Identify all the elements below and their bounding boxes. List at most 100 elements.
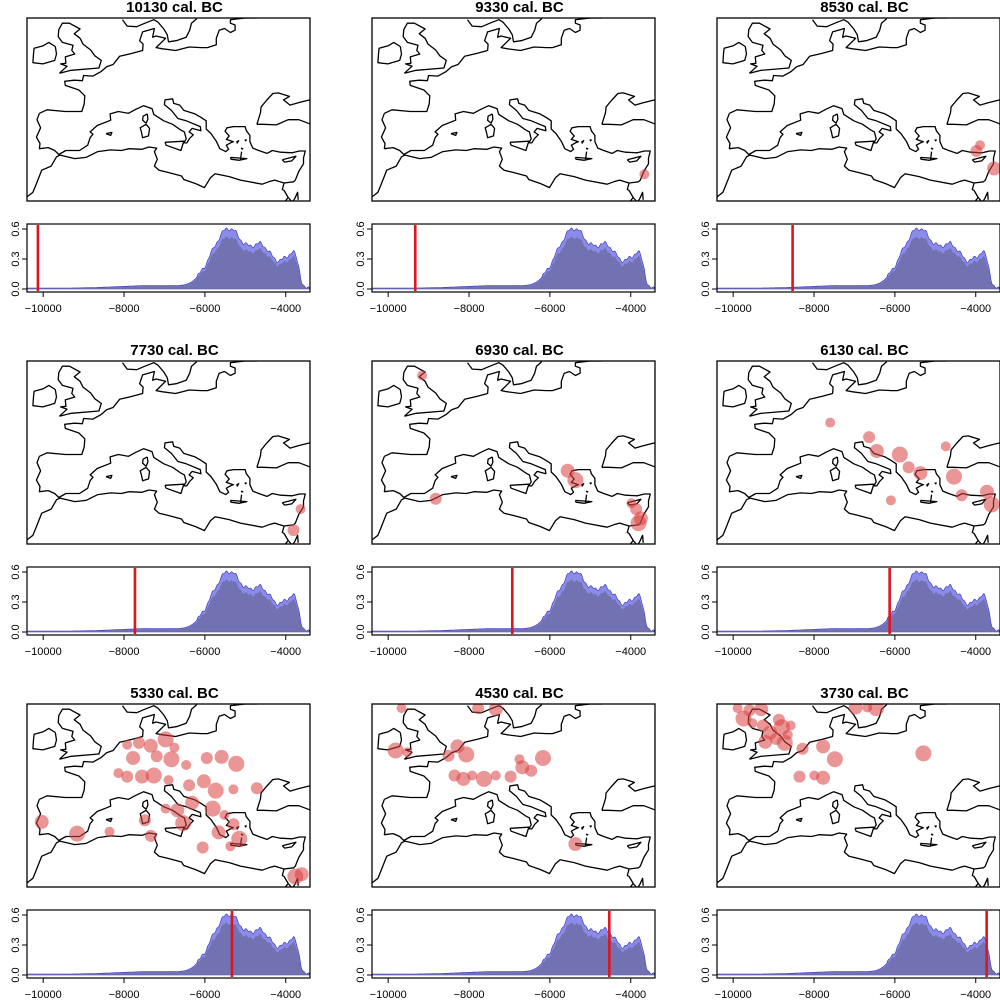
- coastline: [39, 704, 257, 800]
- site-marker: [295, 504, 306, 515]
- coastline: [484, 466, 496, 482]
- density-frame: [716, 223, 1000, 293]
- site-marker: [472, 704, 485, 715]
- map: [716, 703, 1000, 888]
- site-marker: [228, 755, 245, 772]
- coastline: [39, 18, 257, 114]
- site-marker: [869, 444, 884, 458]
- coastline: [626, 182, 644, 201]
- coastline: [601, 778, 655, 811]
- coastline: [57, 22, 102, 74]
- site-marker: [490, 770, 501, 781]
- x-tick-label: −8000: [109, 646, 140, 658]
- y-tick-label: 0.6: [355, 564, 367, 579]
- panel-4530: 4530 cal. BC 0.0 0.3 0.6 −10000 −8000 −6000 −40…: [355, 685, 656, 1001]
- panel-title: 10130 cal. BC: [126, 0, 223, 16]
- coastline: [32, 384, 58, 408]
- coastline: [239, 151, 243, 161]
- x-tick-label: −4000: [960, 303, 991, 315]
- site-marker: [133, 736, 145, 749]
- map: [26, 360, 311, 545]
- site-marker: [885, 495, 896, 506]
- panel-grid: 10130 cal. BC 0.0 0.3 0.6 −10000 −8000 −6000 −4…: [10, 0, 1000, 1001]
- site-marker: [126, 751, 141, 765]
- density-core-area: [372, 922, 655, 975]
- coastline: [235, 482, 240, 487]
- density-core-area: [372, 236, 655, 289]
- map-frame: [716, 703, 1000, 888]
- y-tick-label: 0.6: [355, 221, 367, 236]
- site-marker: [458, 746, 475, 763]
- coastline: [509, 826, 530, 838]
- site-marker: [955, 489, 968, 502]
- coastline: [585, 147, 589, 150]
- site-marker: [442, 749, 455, 762]
- site-marker: [793, 770, 806, 783]
- x-tick-label: −8000: [454, 303, 485, 315]
- coastline: [580, 139, 585, 144]
- map-frame: [371, 360, 656, 545]
- coastline: [27, 98, 306, 198]
- site-marker: [915, 745, 932, 762]
- site-marker: [250, 782, 263, 795]
- coastline: [121, 361, 198, 386]
- map: [371, 703, 656, 888]
- coastline: [795, 474, 803, 480]
- coastline: [831, 456, 839, 467]
- site-marker: [160, 803, 171, 814]
- density-plot: 0.0 0.3 0.6 −10000 −8000 −6000 −4000: [10, 907, 311, 1001]
- density-frame: [371, 566, 656, 636]
- coastline: [372, 441, 651, 541]
- y-tick-label: 0.0: [10, 281, 22, 296]
- coastline: [601, 462, 655, 469]
- coastline: [946, 92, 1000, 125]
- x-tick-label: −6000: [534, 303, 565, 315]
- coastline: [626, 155, 642, 163]
- panel-6130: 6130 cal. BC 0.0 0.3 0.6 −10000 −8000 −6000 −40…: [700, 342, 1000, 658]
- y-tick-label: 0.3: [700, 937, 712, 952]
- site-marker: [121, 770, 134, 783]
- coastline: [141, 113, 149, 124]
- coastline: [32, 41, 58, 65]
- coastline: [601, 805, 655, 812]
- site-marker: [567, 472, 584, 489]
- site-marker: [122, 739, 133, 750]
- coastline: [919, 842, 938, 847]
- coastline: [281, 841, 297, 849]
- panel-3730: 3730 cal. BC 0.0 0.3 0.6 −10000 −8000 −6000 −40…: [700, 685, 1000, 1001]
- site-marker: [138, 814, 151, 827]
- y-tick-label: 0.0: [700, 281, 712, 296]
- coastline: [626, 525, 644, 544]
- coastline: [580, 825, 585, 830]
- coastline: [244, 482, 247, 485]
- coastline: [831, 113, 839, 124]
- density-frame: [716, 566, 1000, 636]
- x-tick-label: −4000: [270, 646, 301, 658]
- x-tick-label: −6000: [879, 303, 910, 315]
- site-marker: [34, 814, 49, 829]
- site-marker: [863, 431, 876, 444]
- coastline: [486, 799, 494, 810]
- density-plot: 0.0 0.3 0.6 −10000 −8000 −6000 −4000: [355, 221, 656, 315]
- density-plot: 0.0 0.3 0.6 −10000 −8000 −6000 −4000: [355, 564, 656, 658]
- x-tick-label: −8000: [799, 989, 830, 1001]
- site-marker: [862, 704, 873, 713]
- y-tick-label: 0.0: [10, 624, 22, 639]
- map: [26, 17, 311, 202]
- coastline: [601, 119, 655, 126]
- coastline: [584, 151, 588, 161]
- density-plot: 0.0 0.3 0.6 −10000 −8000 −6000 −4000: [700, 564, 1000, 658]
- panel-6930: 6930 cal. BC 0.0 0.3 0.6 −10000 −8000 −6000 −40…: [355, 342, 656, 658]
- coastline: [831, 799, 839, 810]
- site-marker: [231, 830, 248, 847]
- site-marker: [913, 466, 928, 481]
- coastline: [946, 805, 1000, 812]
- coastline: [854, 826, 875, 838]
- coastline: [929, 494, 933, 504]
- coastline: [139, 466, 151, 482]
- x-tick-label: −8000: [109, 989, 140, 1001]
- coastline: [589, 482, 592, 485]
- coastline: [829, 809, 841, 825]
- site-marker: [69, 825, 86, 842]
- coastline: [256, 435, 310, 468]
